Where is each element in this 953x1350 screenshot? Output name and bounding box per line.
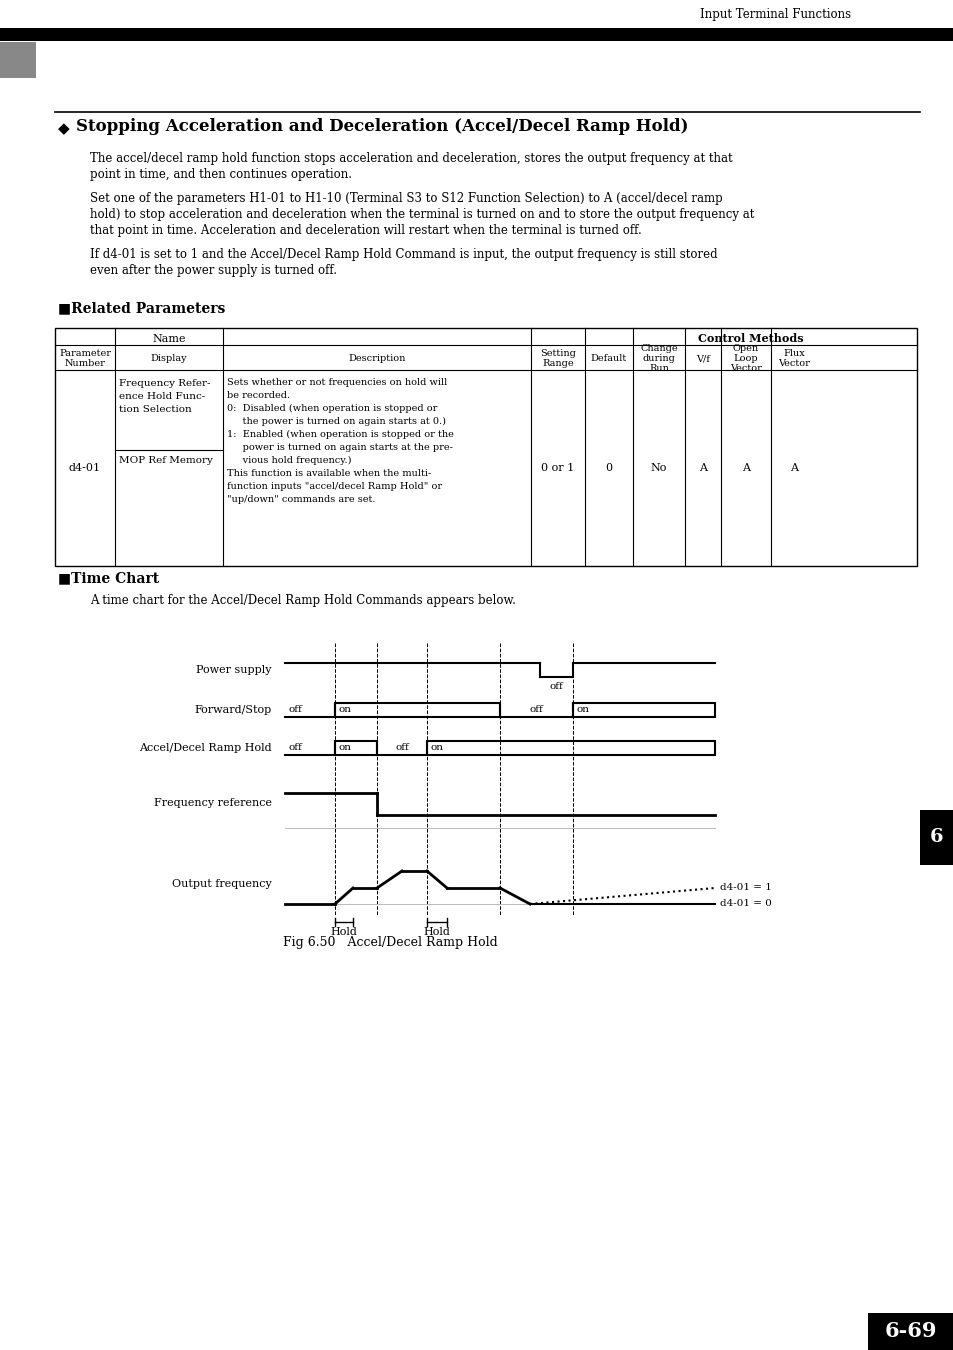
Text: d4-01 = 1: d4-01 = 1 (720, 883, 771, 892)
Text: on: on (338, 706, 352, 714)
Text: A time chart for the Accel/Decel Ramp Hold Commands appears below.: A time chart for the Accel/Decel Ramp Ho… (90, 594, 516, 608)
Text: Name: Name (152, 333, 186, 343)
Text: Default: Default (590, 354, 626, 363)
Text: Display: Display (151, 354, 187, 363)
Text: V/f: V/f (696, 354, 709, 363)
Text: Open
Loop
Vector: Open Loop Vector (729, 344, 761, 374)
Text: tion Selection: tion Selection (119, 405, 192, 414)
Text: point in time, and then continues operation.: point in time, and then continues operat… (90, 167, 352, 181)
Text: No: No (650, 463, 666, 472)
Bar (335, 703, 499, 717)
Text: ■Time Chart: ■Time Chart (58, 571, 159, 585)
Text: 6: 6 (929, 828, 943, 846)
Text: vious hold frequency.): vious hold frequency.) (227, 456, 351, 466)
Text: on: on (577, 706, 589, 714)
Bar (335, 741, 376, 755)
Text: the power is turned on again starts at 0.): the power is turned on again starts at 0… (227, 417, 446, 427)
Bar (573, 703, 714, 717)
Bar (0, 42, 36, 78)
Text: on: on (431, 744, 443, 752)
Text: A: A (699, 463, 706, 472)
Text: The accel/decel ramp hold function stops acceleration and deceleration, stores t: The accel/decel ramp hold function stops… (90, 153, 732, 165)
Text: 0:  Disabled (when operation is stopped or: 0: Disabled (when operation is stopped o… (227, 404, 436, 413)
Text: Forward/Stop: Forward/Stop (194, 705, 272, 716)
Text: A: A (741, 463, 749, 472)
Bar (919, 810, 953, 865)
Text: on: on (338, 744, 352, 752)
Text: d4-01: d4-01 (69, 463, 101, 472)
Text: Frequency Refer-: Frequency Refer- (119, 379, 211, 387)
Text: ◆: ◆ (58, 122, 70, 136)
Text: Hold: Hold (331, 927, 357, 937)
Text: Input Terminal Functions: Input Terminal Functions (700, 8, 850, 22)
Text: Change
during
Run: Change during Run (639, 344, 677, 374)
Text: ■Related Parameters: ■Related Parameters (58, 301, 225, 315)
Text: Output frequency: Output frequency (172, 879, 272, 890)
Text: Accel/Decel Ramp Hold: Accel/Decel Ramp Hold (139, 743, 272, 753)
Text: A: A (789, 463, 797, 472)
Text: Setting
Range: Setting Range (539, 348, 576, 369)
Bar (427, 741, 714, 755)
Text: "up/down" commands are set.: "up/down" commands are set. (227, 495, 375, 504)
Text: MOP Ref Memory: MOP Ref Memory (119, 456, 213, 464)
Bar (867, 1314, 953, 1350)
Text: Description: Description (348, 354, 405, 363)
Text: Set one of the parameters H1-01 to H1-10 (Terminal S3 to S12 Function Selection): Set one of the parameters H1-01 to H1-10… (90, 192, 722, 205)
Text: Fig 6.50   Accel/Decel Ramp Hold: Fig 6.50 Accel/Decel Ramp Hold (282, 936, 497, 949)
Text: If d4-01 is set to 1 and the Accel/Decel Ramp Hold Command is input, the output : If d4-01 is set to 1 and the Accel/Decel… (90, 248, 717, 261)
Text: Frequency reference: Frequency reference (153, 798, 272, 809)
Text: Flux
Vector: Flux Vector (778, 348, 809, 369)
Text: This function is available when the multi-: This function is available when the mult… (227, 468, 431, 478)
Text: off: off (289, 706, 302, 714)
Text: even after the power supply is turned off.: even after the power supply is turned of… (90, 265, 336, 277)
Text: be recorded.: be recorded. (227, 392, 290, 400)
Text: 6-69: 6-69 (883, 1322, 936, 1341)
Text: Control Methods: Control Methods (698, 333, 803, 344)
Bar (55, 328, 916, 566)
Text: Sets whether or not frequencies on hold will: Sets whether or not frequencies on hold … (227, 378, 447, 387)
Text: ence Hold Func-: ence Hold Func- (119, 392, 205, 401)
Text: off: off (395, 744, 409, 752)
Text: off: off (529, 706, 543, 714)
Text: 1:  Enabled (when operation is stopped or the: 1: Enabled (when operation is stopped or… (227, 431, 454, 439)
Text: d4-01 = 0: d4-01 = 0 (720, 899, 771, 909)
Text: 0 or 1: 0 or 1 (540, 463, 574, 472)
Text: off: off (549, 682, 563, 691)
Text: hold) to stop acceleration and deceleration when the terminal is turned on and t: hold) to stop acceleration and decelerat… (90, 208, 754, 221)
Bar (0, 28, 953, 40)
Text: Hold: Hold (423, 927, 450, 937)
Text: Parameter
Number: Parameter Number (59, 348, 111, 369)
Text: that point in time. Acceleration and deceleration will restart when the terminal: that point in time. Acceleration and dec… (90, 224, 641, 238)
Text: power is turned on again starts at the pre-: power is turned on again starts at the p… (227, 443, 453, 452)
Text: Power supply: Power supply (196, 666, 272, 675)
Text: Stopping Acceleration and Deceleration (Accel/Decel Ramp Hold): Stopping Acceleration and Deceleration (… (76, 117, 688, 135)
Text: function inputs "accel/decel Ramp Hold" or: function inputs "accel/decel Ramp Hold" … (227, 482, 441, 491)
Text: off: off (289, 744, 302, 752)
Text: 0: 0 (605, 463, 612, 472)
